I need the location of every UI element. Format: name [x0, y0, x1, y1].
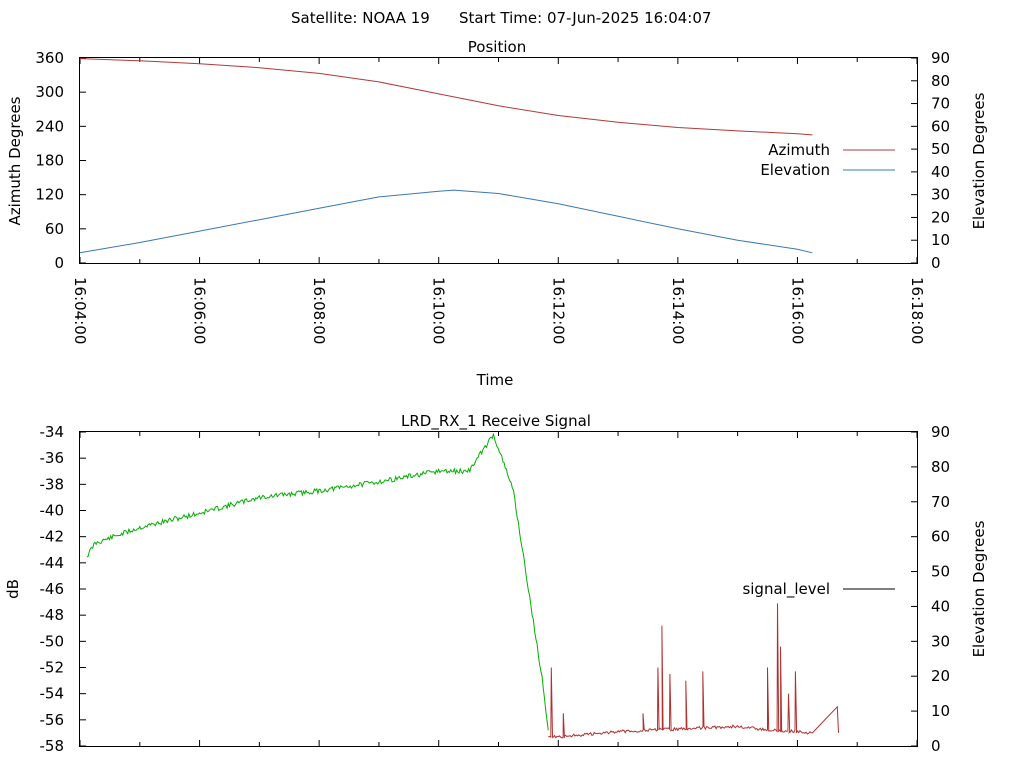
- position-x-tick-label: 16:18:00: [908, 277, 926, 344]
- signal-y-tick-label: -44: [40, 554, 65, 572]
- start-time-label: Start Time: 07-Jun-2025 16:04:07: [459, 9, 711, 27]
- position-x-axis-label: Time: [476, 371, 514, 389]
- position-y-tick-label: 300: [35, 83, 64, 101]
- position-y2-tick-label: 40: [931, 163, 950, 181]
- position-y-tick-label: 360: [35, 49, 64, 67]
- signal-legend-label-signal_level: signal_level: [742, 580, 830, 599]
- signal-y2-tick-label: 70: [931, 493, 950, 511]
- signal-y-tick-label: -58: [40, 737, 65, 755]
- signal-y-tick-label: -54: [40, 685, 65, 703]
- position-y-tick-label: 60: [45, 220, 64, 238]
- signal-y2-tick-label: 20: [931, 667, 950, 685]
- signal-y-tick-label: -34: [40, 423, 65, 441]
- signal-y-tick-label: -42: [40, 528, 65, 546]
- signal-y-tick-label: -36: [40, 449, 65, 467]
- signal-y-tick-label: -46: [40, 580, 65, 598]
- signal-chart: LRD_RX_1 Receive Signal dB Elevation Deg…: [4, 412, 988, 755]
- position-x-tick-label: 16:14:00: [669, 277, 687, 344]
- position-y-axis-label: Azimuth Degrees: [6, 96, 24, 225]
- signal-series-signal_level-locked-line: [86, 433, 549, 731]
- signal-y-tick-label: -48: [40, 606, 65, 624]
- signal-y2-tick-label: 0: [931, 737, 941, 755]
- position-y-tick-label: 180: [35, 152, 64, 170]
- position-y2-tick-label: 20: [931, 208, 950, 226]
- position-y2-tick-label: 10: [931, 231, 950, 249]
- position-y2-axis-label: Elevation Degrees: [970, 92, 988, 229]
- signal-y-tick-label: -50: [40, 632, 65, 650]
- position-legend-label-azimuth: Azimuth: [768, 141, 830, 159]
- signal-y2-tick-label: 80: [931, 458, 950, 476]
- position-x-tick-label: 16:16:00: [788, 277, 806, 344]
- position-y-tick-label: 0: [54, 254, 64, 272]
- position-series-elevation-line: [79, 189, 813, 254]
- signal-chart-title: LRD_RX_1 Receive Signal: [401, 412, 591, 431]
- signal-y2-tick-label: 10: [931, 702, 950, 720]
- satellite-label: Satellite: NOAA 19: [291, 9, 430, 27]
- signal-y2-tick-label: 90: [931, 423, 950, 441]
- position-series-azimuth-line: [79, 58, 813, 136]
- signal-plot-frame: [79, 431, 918, 747]
- signal-y2-tick-label: 30: [931, 632, 950, 650]
- position-y2-tick-label: 90: [931, 49, 950, 67]
- position-x-tick-label: 16:06:00: [191, 277, 209, 344]
- position-y-tick-label: 120: [35, 186, 64, 204]
- position-y2-tick-label: 60: [931, 117, 950, 135]
- position-x-tick-label: 16:08:00: [310, 277, 328, 344]
- signal-y-tick-label: -38: [40, 475, 65, 493]
- position-legend-label-elevation: Elevation: [760, 161, 830, 179]
- signal-y2-axis-label: Elevation Degrees: [970, 520, 988, 657]
- position-chart: Position Time Azimuth Degrees Elevation …: [6, 38, 988, 389]
- position-chart-title: Position: [468, 38, 526, 56]
- position-y2-tick-label: 80: [931, 72, 950, 90]
- position-y2-tick-label: 70: [931, 95, 950, 113]
- signal-series-signal_level-lost-line: [548, 603, 839, 739]
- signal-y-tick-label: -40: [40, 502, 65, 520]
- signal-y-tick-label: -56: [40, 711, 65, 729]
- position-y2-tick-label: 0: [931, 254, 941, 272]
- position-y2-tick-label: 30: [931, 186, 950, 204]
- signal-y2-tick-label: 60: [931, 528, 950, 546]
- signal-y2-tick-label: 50: [931, 563, 950, 581]
- signal-y2-tick-label: 40: [931, 597, 950, 615]
- signal-y-tick-label: -52: [40, 659, 65, 677]
- signal-y-axis-label: dB: [4, 579, 22, 599]
- position-x-tick-label: 16:04:00: [71, 277, 89, 344]
- position-y-tick-label: 240: [35, 117, 64, 135]
- position-plot-frame: [79, 57, 918, 264]
- position-x-tick-label: 16:10:00: [430, 277, 448, 344]
- position-x-tick-label: 16:12:00: [549, 277, 567, 344]
- position-y2-tick-label: 50: [931, 140, 950, 158]
